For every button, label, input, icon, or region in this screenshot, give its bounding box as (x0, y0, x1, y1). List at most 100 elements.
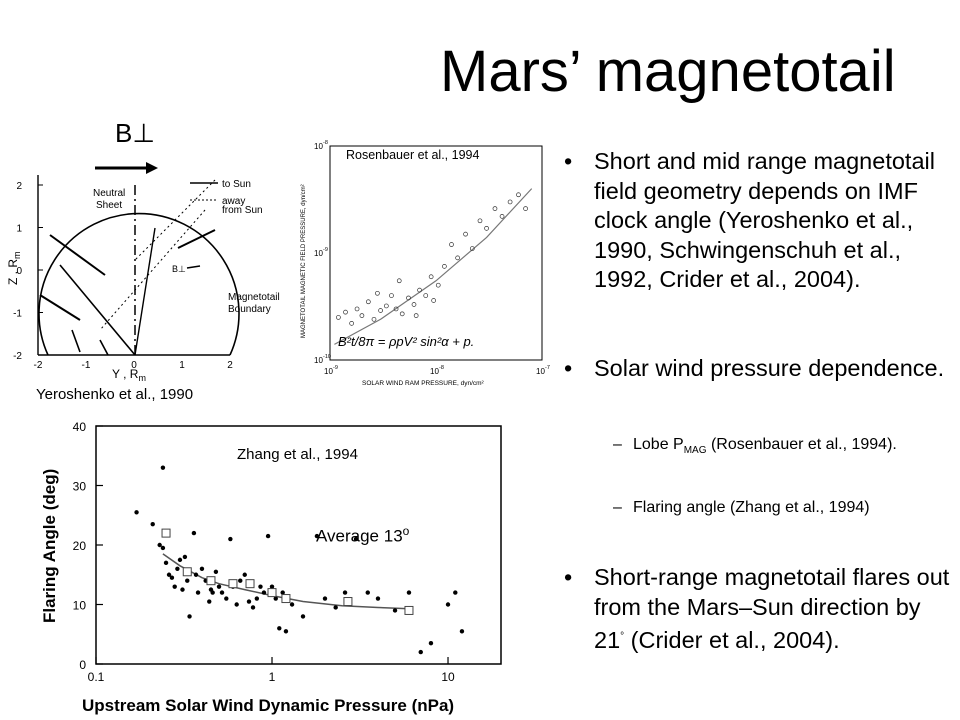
zhang-dot (185, 578, 190, 583)
b-perp-text: B⊥ (115, 118, 155, 148)
rosen-point (523, 206, 528, 211)
yero-y-tick-label: 0 (16, 266, 22, 277)
zhang-square (161, 528, 171, 538)
zhang-x-tick-label: 10 (441, 670, 455, 684)
field-line-6 (71, 329, 81, 353)
zhang-square (343, 597, 353, 607)
rosen-point (375, 290, 380, 296)
zhang-dot (238, 578, 243, 583)
rosen-y-axis-label: MAGNETOTAIL MAGNETIC FIELD PRESSURE, dyn… (301, 184, 307, 338)
bullet-dot: • (564, 355, 573, 381)
lobe-pre: Lobe P (633, 436, 684, 453)
zhang-dot (273, 596, 278, 601)
rosen-point (378, 308, 383, 313)
zhang-dot (191, 530, 197, 536)
zhang-dot (134, 510, 139, 515)
sub-bullet-lobe: – Lobe PMAG (Rosenbauer et al., 1994). (613, 434, 933, 462)
rosen-point (477, 218, 483, 224)
zhang-dot (428, 640, 434, 646)
rosen-point (371, 316, 377, 322)
rosen-y-tick-label: 10 (314, 249, 323, 258)
dotted-line-2 (134, 179, 216, 261)
neutral-sheet-label: Neutral (93, 188, 125, 199)
bullet-dot: • (564, 148, 573, 174)
rosen-point (389, 293, 394, 298)
average-sup: o (402, 524, 410, 538)
rosen-point (349, 321, 354, 326)
lobe-sub: MAG (683, 445, 707, 457)
rosen-y-tick-label: 10 (314, 142, 323, 151)
rosen-point (399, 311, 405, 317)
rosen-point (406, 295, 411, 301)
zhang-dot (242, 572, 247, 577)
zhang-dot (172, 584, 177, 589)
rosen-x-tick-exp: -8 (439, 365, 444, 371)
dash-glyph: – (613, 436, 622, 453)
zhang-x-tick-label: 0.1 (88, 670, 105, 684)
zhang-square (281, 594, 291, 604)
zhang-dot (418, 649, 423, 655)
yero-x-ticks: -2 -1 0 1 2 (34, 360, 234, 371)
zhang-dot (261, 590, 267, 595)
rosen-point (428, 274, 434, 280)
flaring-text: Flaring angle (Zhang et al., 1994) (633, 499, 870, 516)
zhang-dot (392, 608, 398, 613)
zhang-dot (199, 566, 205, 571)
rosen-point (365, 299, 371, 305)
zhang-dot (208, 587, 214, 592)
rosen-x-axis-label: SOLAR WIND RAM PRESSURE, dyn/cm² (362, 380, 485, 387)
field-line-4 (134, 227, 156, 356)
zhang-dot (246, 599, 252, 604)
zhang-square (404, 605, 414, 615)
yero-x-tick-label: 1 (179, 360, 185, 371)
zhang-dot (365, 590, 370, 595)
zhang-dot (175, 566, 180, 571)
rosen-point (396, 278, 402, 284)
zhang-dot (157, 542, 162, 548)
rosen-point (455, 255, 460, 261)
lobe-post: (Rosenbauer et al., 1994). (706, 436, 897, 453)
zhang-squares (161, 528, 414, 615)
yero-y-tick-label: 1 (16, 224, 22, 235)
rosen-y-tick-label: 10 (314, 356, 323, 365)
rosen-fit-curve (334, 188, 533, 345)
zhang-dot (258, 584, 263, 589)
zhang-dot (353, 536, 359, 542)
legend-away-from-sun-2: from Sun (222, 205, 263, 216)
zhang-dot (150, 521, 155, 527)
bullet-2: • Solar wind pressure dependence. (564, 354, 952, 384)
rosen-point (411, 302, 417, 307)
zhang-square (267, 588, 277, 598)
bullet-1: • Short and mid range magnetotail field … (564, 147, 952, 295)
zhang-dot (160, 545, 166, 551)
rosen-x-tick-label: 10 (430, 367, 439, 376)
zhang-dot (265, 533, 271, 539)
zhang-dot (234, 602, 239, 607)
rosen-point (393, 306, 399, 312)
zhang-x-axis-label: Upstream Solar Wind Dynamic Pressure (nP… (82, 696, 454, 715)
zhang-dot (219, 590, 225, 595)
rosen-point (336, 315, 341, 320)
rosen-point (499, 214, 505, 219)
zhang-dot (277, 626, 282, 631)
zhang-dot (213, 569, 219, 574)
rosen-ticks: 10 -9 10 -8 10-710-810-910-10 (314, 140, 550, 376)
rosen-point (516, 192, 521, 198)
zhang-x-tick-label: 1 (269, 670, 276, 684)
zhang-square (245, 579, 255, 589)
boundary-label-2: Boundary (228, 304, 271, 315)
bullet-3-sup: ° (620, 631, 625, 642)
yero-x-tick-label: 0 (131, 360, 137, 371)
zhang-dot (459, 629, 465, 634)
yero-x-axis-label: Y , Rm (112, 367, 146, 383)
neutral-sheet-label-2: Sheet (96, 200, 122, 211)
yeroshenko-plot: to Sun away from Sun Neutral Sheet B⊥ Ma… (6, 175, 280, 383)
rosen-point (417, 287, 422, 293)
zhang-dot (177, 557, 183, 563)
zhang-dot (314, 533, 320, 539)
rosen-point (507, 199, 513, 205)
bullet-2-text: Solar wind pressure dependence. (594, 355, 945, 381)
caption-yeroshenko: Yeroshenko et al., 1990 (36, 386, 194, 403)
zhang-dot (193, 572, 199, 577)
bullet-3: • Short-range magnetotail flares out fro… (564, 563, 952, 655)
